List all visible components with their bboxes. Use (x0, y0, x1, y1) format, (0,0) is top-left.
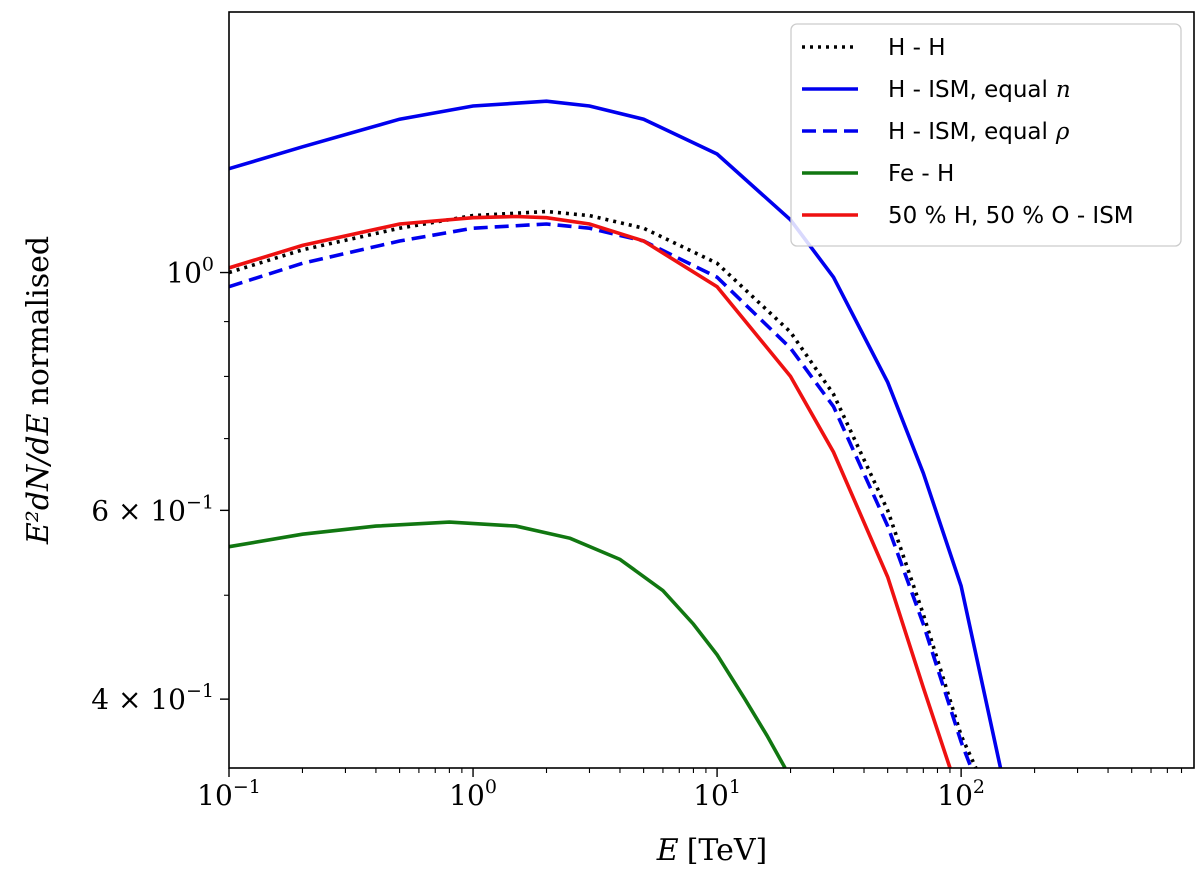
series-0 (228, 209, 978, 769)
x-tick-label: 102 (937, 776, 985, 812)
legend-entry: H - ISM, equal n (802, 77, 1071, 103)
x-axis-label: E [TeV] (656, 833, 767, 868)
series-line (228, 99, 1003, 769)
legend-entry: H - ISM, equal ρ (802, 119, 1070, 145)
legend-label: H - H (888, 35, 946, 61)
series-line (228, 222, 973, 769)
series-line (228, 214, 952, 769)
y-tick-label: 100 (166, 254, 214, 290)
legend-label: H - ISM, equal n (888, 77, 1071, 103)
legend-box (790, 23, 1182, 247)
legend-label: H - ISM, equal ρ (888, 119, 1070, 145)
x-tick-label: 100 (449, 776, 497, 812)
series-3 (228, 520, 787, 769)
y-tick-label: 6 × 10−1 (91, 491, 214, 527)
series-line (228, 520, 787, 769)
y-tick-label: 4 × 10−1 (91, 680, 214, 716)
x-tick-label: 101 (693, 776, 741, 812)
legend-entry: H - H (802, 35, 946, 61)
legend: H - H H - ISM, equal n H - ISM, equal ρ Fe - … (790, 23, 1182, 247)
tick-layer: 10−1 100 101 102 100 6 × 10−1 4 × 10−1 (91, 254, 1183, 812)
series-line (228, 209, 978, 769)
legend-entry: Fe - H (802, 161, 954, 187)
series-4 (228, 214, 952, 769)
x-tick-label: 10−1 (197, 776, 261, 812)
legend-label: 50 % H, 50 % O - ISM (888, 203, 1134, 229)
legend-entry: 50 % H, 50 % O - ISM (802, 203, 1134, 229)
series-layer (228, 99, 1003, 769)
plot-frame (228, 11, 1195, 769)
y-axis-label: E²dN/dEnormalised (21, 236, 56, 545)
series-2 (228, 222, 973, 769)
legend-label: Fe - H (888, 161, 954, 187)
series-1 (228, 99, 1003, 769)
